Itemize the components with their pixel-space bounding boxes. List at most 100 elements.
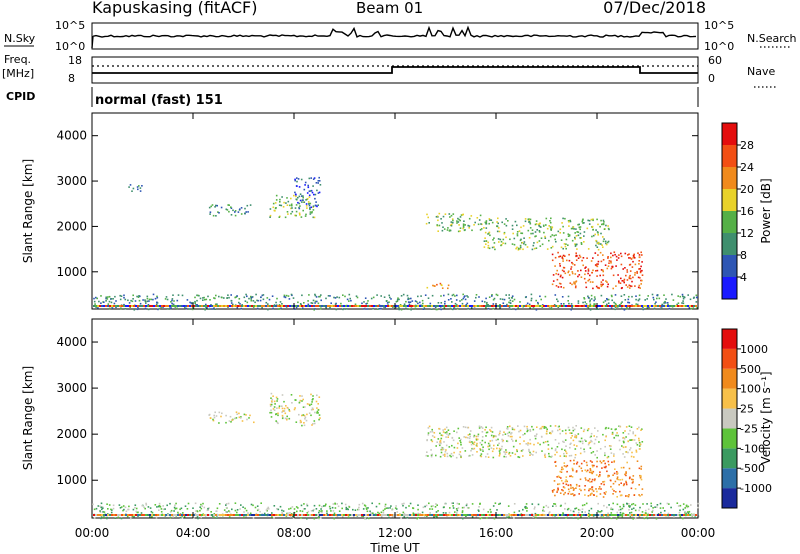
echo-cell [593, 479, 596, 482]
echo-cell [286, 418, 288, 421]
echo-cell [489, 234, 491, 237]
echo-cell [429, 302, 432, 305]
echo-cell [559, 255, 562, 258]
echo-cell [300, 303, 302, 306]
echo-cell [231, 305, 233, 307]
echo-cell [367, 514, 369, 516]
echo-cell [295, 198, 298, 201]
echo-cell [300, 421, 302, 423]
echo-cell [607, 302, 610, 304]
echo-cell [575, 470, 578, 472]
echo-cell [527, 514, 529, 516]
echo-cell [632, 478, 634, 481]
echo-cell [443, 294, 445, 297]
echo-cell [632, 503, 635, 505]
echo-cell [675, 514, 677, 516]
echo-cell [366, 302, 369, 305]
echo-cell [378, 502, 381, 505]
echo-cell [592, 465, 594, 468]
echo-cell [343, 308, 345, 310]
echo-cell [607, 265, 610, 267]
echo-cell [335, 514, 337, 516]
echo-cell [524, 432, 526, 435]
echo-cell [453, 305, 455, 307]
echo-cell [579, 509, 581, 511]
echo-cell [584, 511, 586, 513]
echo-cell [295, 195, 297, 198]
echo-cell [100, 517, 102, 520]
echo-cell [496, 509, 498, 511]
echo-cell [166, 308, 169, 310]
echo-cell [210, 304, 212, 306]
echo-cell [269, 403, 272, 406]
echo-cell [281, 514, 283, 516]
echo-cell [343, 305, 345, 307]
echo-cell [286, 197, 288, 199]
echo-cell [566, 515, 568, 517]
echo-cell [133, 309, 136, 311]
echo-cell [604, 454, 606, 457]
echo-cell [540, 237, 543, 239]
echo-cell [240, 213, 243, 215]
echo-cell [320, 294, 322, 296]
echo-cell [549, 432, 551, 434]
echo-cell [679, 509, 681, 512]
echo-cell [419, 513, 421, 515]
echo-cell [639, 287, 641, 289]
echo-cell [531, 305, 533, 307]
echo-cell [112, 507, 115, 510]
echo-cell [639, 443, 642, 446]
echo-cell [359, 305, 361, 307]
echo-cell [448, 511, 451, 514]
echo-cell [504, 242, 507, 245]
echo-cell [623, 305, 625, 307]
echo-cell [427, 427, 430, 429]
echo-cell [568, 274, 571, 276]
echo-cell [583, 231, 586, 233]
echo-cell [375, 305, 377, 307]
echo-cell [569, 484, 572, 486]
echo-cell [473, 300, 476, 302]
echo-cell [603, 305, 605, 307]
echo-cell [333, 305, 335, 307]
echo-cell [512, 445, 515, 448]
echo-cell [441, 222, 443, 224]
echo-cell [454, 302, 457, 305]
echo-cell [308, 294, 310, 296]
echo-cell [664, 302, 667, 304]
echo-cell [528, 237, 531, 239]
echo-cell [447, 434, 450, 436]
echo-cell [234, 509, 237, 512]
echo-cell [388, 516, 390, 519]
echo-cell [571, 261, 573, 264]
colorbar-swatch [722, 277, 737, 299]
echo-cell [623, 456, 626, 458]
echo-cell [597, 254, 599, 256]
echo-cell [426, 451, 428, 453]
echo-cell [464, 224, 466, 226]
echo-cell [442, 506, 445, 509]
echo-cell [196, 516, 199, 518]
echo-cell [268, 298, 271, 301]
echo-cell [587, 295, 589, 298]
echo-cell [318, 180, 321, 182]
echo-cell [133, 514, 135, 516]
echo-cell [451, 444, 453, 447]
echo-cell [532, 454, 534, 456]
echo-cell [433, 432, 436, 434]
echo-cell [321, 511, 323, 514]
echo-cell [111, 514, 113, 516]
echo-cell [426, 439, 428, 441]
echo-cell [529, 430, 532, 432]
echo-cell [564, 502, 567, 505]
echo-cell [479, 305, 481, 307]
echo-cell [643, 517, 646, 520]
echo-cell [207, 509, 210, 511]
echo-cell [288, 417, 291, 420]
echo-cell [302, 195, 304, 197]
echo-cell [209, 514, 211, 516]
echo-cell [572, 226, 575, 228]
echo-cell [147, 514, 149, 516]
echo-cell [641, 514, 643, 516]
range-tick-label: 3000 [56, 381, 87, 395]
